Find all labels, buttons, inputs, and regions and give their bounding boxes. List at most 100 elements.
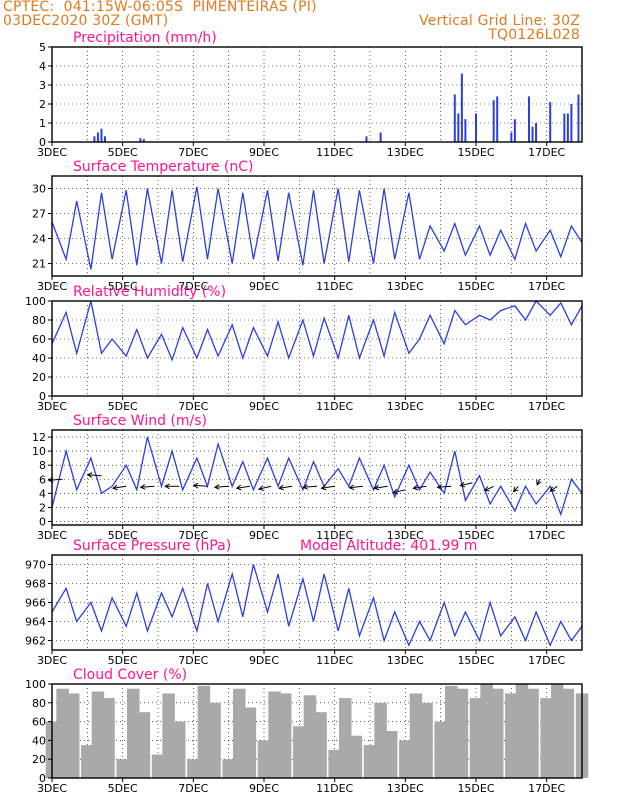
cloud-bar bbox=[399, 740, 412, 778]
pres-ytick-label: 962 bbox=[25, 635, 46, 648]
rh-ytick-label: 0 bbox=[39, 390, 46, 403]
cloud-bar bbox=[480, 684, 493, 778]
cloud-bar bbox=[505, 693, 518, 778]
precip-bar bbox=[513, 119, 516, 142]
wind-ytick-label: 6 bbox=[39, 473, 46, 486]
cloud-bar bbox=[268, 691, 281, 778]
precip-ytick-label: 4 bbox=[39, 60, 46, 73]
cloud-bar bbox=[66, 693, 80, 778]
cloud-bar bbox=[339, 698, 352, 778]
cloud-panel bbox=[45, 683, 589, 782]
precip-title: Precipitation (mm/h) bbox=[73, 30, 217, 46]
pres-title: Surface Pressure (hPa) bbox=[73, 538, 231, 554]
wind-vector-head bbox=[436, 484, 443, 490]
precip-ytick-label: 5 bbox=[39, 41, 46, 54]
cloud-ytick-label: 60 bbox=[32, 716, 46, 729]
rh-xtick-label: 11DEC bbox=[316, 400, 353, 413]
temp-xtick-label: 11DEC bbox=[316, 280, 353, 293]
precip-bar bbox=[492, 100, 495, 142]
wind-vector-head bbox=[348, 484, 355, 491]
wind-ytick-label: 8 bbox=[39, 459, 46, 472]
cloud-bar bbox=[445, 685, 458, 778]
pres-xtick-label: 15DEC bbox=[457, 654, 494, 667]
cloud-bar bbox=[187, 759, 200, 778]
precip-xtick-label: 7DEC bbox=[178, 146, 208, 159]
wind-vector-head bbox=[86, 472, 93, 478]
precip-xtick-label: 13DEC bbox=[387, 146, 424, 159]
temp-xtick-label: 3DEC bbox=[37, 280, 67, 293]
cloud-ytick-label: 20 bbox=[32, 753, 46, 766]
cloud-bar bbox=[349, 735, 363, 778]
temp-xtick-label: 17DEC bbox=[528, 280, 565, 293]
temp-ytick-label: 21 bbox=[32, 258, 46, 271]
pres-xtick-label: 13DEC bbox=[387, 654, 424, 667]
rh-frame bbox=[51, 300, 583, 397]
precip-bar bbox=[570, 104, 573, 142]
cloud-bar bbox=[102, 698, 115, 778]
cloud-xtick-label: 5DEC bbox=[108, 782, 138, 795]
wind-vector-shaft bbox=[140, 485, 155, 488]
cloud-ytick-label: 80 bbox=[32, 697, 46, 710]
cloud-bar bbox=[328, 749, 341, 778]
cloud-xtick-label: 13DEC bbox=[387, 782, 424, 795]
header-grid-line: Vertical Grid Line: 30Z bbox=[418, 13, 580, 29]
temp-title: Surface Temperature (nC) bbox=[73, 159, 254, 175]
pres-panel bbox=[48, 554, 583, 654]
cloud-bar bbox=[56, 688, 69, 778]
precip-bar bbox=[379, 132, 382, 142]
header-model: TQ0126L028 bbox=[488, 27, 580, 43]
precip-bar bbox=[475, 113, 477, 142]
wind-vector-shaft bbox=[413, 485, 427, 489]
precip-xtick-label: 5DEC bbox=[108, 146, 138, 159]
precip-bar bbox=[457, 113, 460, 142]
wind-xtick-label: 15DEC bbox=[457, 529, 494, 542]
pres-xtick-label: 11DEC bbox=[316, 654, 353, 667]
cloud-xtick-label: 17DEC bbox=[528, 782, 565, 795]
precip-bar bbox=[93, 136, 96, 142]
pres-series-line bbox=[51, 564, 583, 647]
wind-vector-head bbox=[213, 484, 220, 490]
pres-xtick-label: 7DEC bbox=[178, 654, 208, 667]
cloud-bar bbox=[434, 721, 447, 778]
pres-ytick-label: 968 bbox=[25, 578, 46, 591]
pres-ytick-label: 970 bbox=[25, 559, 46, 572]
cloud-xtick-label: 7DEC bbox=[178, 782, 208, 795]
cloud-bar bbox=[374, 702, 387, 778]
wind-vector-head bbox=[483, 486, 490, 492]
wind-vector-head bbox=[192, 482, 199, 489]
cloud-bar bbox=[455, 688, 469, 778]
rh-xtick-label: 7DEC bbox=[178, 400, 208, 413]
pres-xtick-label: 5DEC bbox=[108, 654, 138, 667]
precip-bar bbox=[535, 123, 538, 142]
wind-xtick-label: 9DEC bbox=[249, 529, 279, 542]
cloud-bar bbox=[314, 712, 327, 778]
precip-xtick-label: 11DEC bbox=[316, 146, 353, 159]
wind-vector-shaft bbox=[87, 474, 102, 477]
wind-title: Surface Wind (m/s) bbox=[73, 413, 207, 429]
wind-vector-shaft bbox=[236, 485, 250, 489]
wind-vector-shaft bbox=[349, 485, 363, 489]
temp-frame bbox=[51, 175, 583, 277]
precip-ytick-label: 3 bbox=[39, 79, 46, 92]
precip-bar bbox=[577, 94, 580, 142]
wind-xtick-label: 5DEC bbox=[108, 529, 138, 542]
precip-bar bbox=[566, 113, 569, 142]
cloud-bar bbox=[278, 693, 292, 778]
cloud-bar bbox=[197, 685, 211, 778]
precip-bar bbox=[549, 102, 552, 142]
temp-xtick-label: 15DEC bbox=[457, 280, 494, 293]
wind-vector-shaft bbox=[193, 484, 208, 487]
wind-xtick-label: 3DEC bbox=[37, 529, 67, 542]
cloud-bar bbox=[420, 702, 433, 778]
header-location: CPTEC: 041:15W-06:05S PIMENTEIRAS (PI) bbox=[3, 0, 317, 15]
precip-xtick-label: 15DEC bbox=[457, 146, 494, 159]
precip-bar bbox=[510, 132, 513, 142]
cloud-xtick-label: 3DEC bbox=[37, 782, 67, 795]
wind-ytick-label: 12 bbox=[32, 431, 46, 444]
precip-bar bbox=[142, 139, 145, 142]
wind-xtick-label: 13DEC bbox=[387, 529, 424, 542]
rh-ytick-label: 100 bbox=[25, 295, 46, 308]
temp-series-line bbox=[51, 186, 583, 270]
precip-bar bbox=[104, 136, 106, 142]
cloud-bar bbox=[257, 740, 271, 778]
